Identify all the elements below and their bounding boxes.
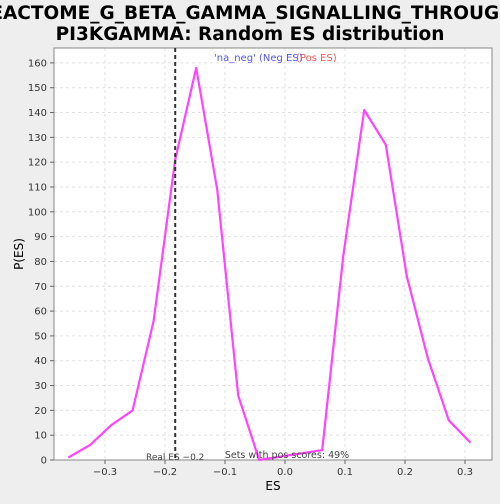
- x-tick-label: 0.0: [277, 467, 293, 478]
- x-tick-label: 0.1: [337, 467, 353, 478]
- x-tick-label: −0.2: [153, 467, 177, 478]
- y-tick-label: 110: [28, 182, 47, 193]
- y-tick-label: 140: [28, 108, 47, 119]
- x-tick-label: 0.2: [397, 467, 413, 478]
- x-tick-label: 0.3: [457, 467, 473, 478]
- y-tick-label: 60: [34, 307, 47, 318]
- y-tick-label: 20: [34, 406, 47, 417]
- y-tick-label: 100: [28, 207, 47, 218]
- y-tick-label: 130: [28, 133, 47, 144]
- x-axis: −0.3 −0.2 −0.1 0.0 0.1 0.2 0.3: [93, 460, 473, 478]
- y-tick-label: 160: [28, 58, 47, 69]
- y-tick-label: 30: [34, 381, 47, 392]
- y-tick-label: 90: [34, 232, 47, 243]
- es-distribution-line: [67, 66, 472, 462]
- x-axis-label: ES: [265, 479, 280, 493]
- y-axis: 0 10 20 30 40 50 60 70 80 90 100 110 120 130 140 150 160: [28, 58, 54, 467]
- chart-title-line2: PI3KGAMMA: Random ES distribution: [56, 24, 445, 45]
- y-tick-label: 150: [28, 83, 47, 94]
- y-tick-label: 40: [34, 356, 47, 367]
- plot-area: [54, 48, 492, 460]
- y-axis-label: P(ES): [12, 238, 26, 270]
- y-tick-label: 10: [34, 431, 47, 442]
- plot-frame: [53, 47, 493, 461]
- chart-title-line1: REACTOME_G_BETA_GAMMA_SIGNALLING_THROUGH…: [0, 3, 500, 24]
- series-layer: [67, 66, 472, 462]
- sets-pos-scores-label: Sets with pos scores: 49%: [225, 450, 349, 461]
- grid: [54, 48, 492, 461]
- legend-item-pos: (Pos ES): [296, 53, 337, 64]
- legend-item-neg: 'na_neg' (Neg ES): [214, 53, 303, 64]
- x-tick-label: −0.3: [93, 467, 117, 478]
- legend: 'na_neg' (Neg ES) (Pos ES): [214, 53, 337, 64]
- y-tick-label: 50: [34, 331, 47, 342]
- y-tick-label: 120: [28, 158, 47, 169]
- real-es-label: Real ES −0.2: [146, 453, 204, 463]
- y-tick-label: 70: [34, 282, 47, 293]
- x-tick-label: −0.1: [213, 467, 237, 478]
- y-tick-label: 80: [34, 257, 47, 268]
- y-tick-label: 0: [41, 456, 47, 467]
